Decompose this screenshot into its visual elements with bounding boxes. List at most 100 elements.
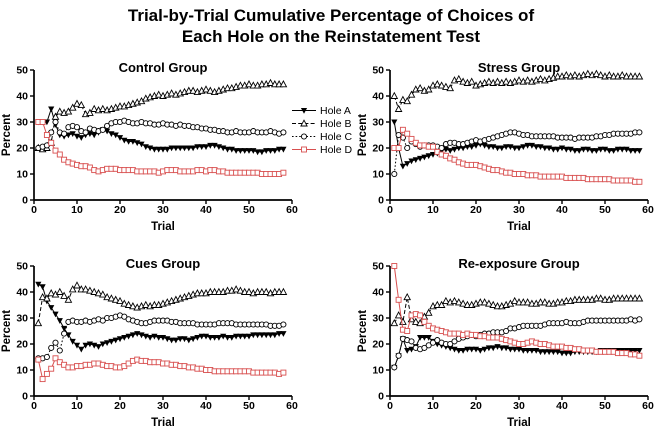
svg-text:Control Group: Control Group	[119, 60, 208, 75]
hole-c-marker-icon	[292, 133, 316, 140]
svg-text:Cues Group: Cues Group	[126, 256, 200, 271]
series-hole-b	[390, 69, 644, 112]
figure-title-line2: Each Hole on the Reinstatement Test	[181, 27, 481, 47]
legend-label: Hole D	[320, 143, 353, 156]
svg-text:40: 40	[556, 204, 568, 216]
svg-text:60: 60	[642, 400, 654, 412]
svg-text:20: 20	[114, 400, 126, 412]
svg-text:30: 30	[513, 204, 525, 216]
svg-text:60: 60	[286, 400, 298, 412]
svg-text:0: 0	[378, 195, 384, 207]
hole-a-marker-icon	[292, 108, 316, 114]
series-hole-a	[35, 281, 287, 353]
figure-title: Trial-by-Trial Cumulative Percentage of …	[0, 5, 662, 48]
series-hole-d	[391, 263, 643, 359]
svg-text:50: 50	[372, 65, 384, 77]
svg-text:40: 40	[16, 91, 28, 103]
series-hole-d	[35, 355, 287, 383]
svg-text:10: 10	[372, 169, 384, 181]
series-hole-c	[35, 117, 287, 152]
svg-text:30: 30	[372, 117, 384, 129]
svg-text:0: 0	[387, 204, 393, 216]
svg-text:20: 20	[372, 143, 384, 155]
svg-text:0: 0	[31, 204, 37, 216]
svg-text:20: 20	[114, 204, 126, 216]
svg-text:50: 50	[16, 65, 28, 77]
svg-text:60: 60	[642, 204, 654, 216]
svg-text:Trial: Trial	[507, 221, 531, 233]
svg-text:50: 50	[599, 204, 611, 216]
svg-text:50: 50	[243, 204, 255, 216]
svg-text:Stress Group: Stress Group	[478, 60, 560, 75]
series-hole-d	[35, 119, 287, 177]
hole-d-marker-icon	[292, 146, 316, 153]
svg-text:Percent: Percent	[1, 114, 13, 156]
panel-re-exposure-group: Re-exposure Group 0 10 20 30 40 50 0 10 20 30 40 50 6…	[356, 248, 662, 440]
chart-svg-cues-group: Cues Group 0 10 20 30 40 50 0 10 20 30 40 50 60 Trial P…	[1, 256, 298, 429]
svg-text:0: 0	[22, 195, 28, 207]
series-hole-c	[35, 312, 287, 362]
panel-control-group: Control Group 0 10 20 30 40 50 0 10 20 30 40 50 60 Tri…	[0, 52, 306, 244]
svg-text:Trial: Trial	[151, 417, 175, 429]
svg-text:20: 20	[16, 143, 28, 155]
figure-title-line1: Trial-by-Trial Cumulative Percentage of …	[127, 6, 535, 25]
series-hole-d	[391, 126, 643, 185]
svg-text:Trial: Trial	[507, 417, 531, 429]
svg-text:40: 40	[16, 287, 28, 299]
svg-text:10: 10	[427, 204, 439, 216]
hole-b-marker-icon	[292, 119, 316, 127]
series-hole-c	[391, 129, 643, 178]
svg-text:50: 50	[16, 261, 28, 273]
axes: 0 10 20 30 40 50 0 10 20 30 40 50 60	[16, 261, 298, 413]
svg-text:20: 20	[372, 339, 384, 351]
svg-text:40: 40	[372, 91, 384, 103]
legend-label: Hole B	[320, 117, 352, 130]
axes: 0 10 20 30 40 50 0 10 20 30 40 50 60	[16, 65, 298, 217]
svg-text:10: 10	[427, 400, 439, 412]
svg-text:20: 20	[470, 204, 482, 216]
svg-text:30: 30	[157, 400, 169, 412]
legend-item-hole-d: Hole D	[292, 143, 356, 156]
chart-svg-stress-group: Stress Group 0 10 20 30 40 50 0 10 20 30 40 50 60 Tria…	[357, 60, 654, 233]
svg-text:40: 40	[200, 400, 212, 412]
legend: Hole A Hole B Hole C Hole D	[292, 104, 356, 156]
chart-svg-re-exposure-group: Re-exposure Group 0 10 20 30 40 50 0 10 20 30 40 50 6…	[357, 256, 654, 429]
legend-label: Hole A	[320, 104, 351, 117]
panel-cues-group: Cues Group 0 10 20 30 40 50 0 10 20 30 40 50 60 Trial P…	[0, 248, 306, 440]
series-hole-b	[34, 281, 288, 327]
svg-text:Percent: Percent	[357, 310, 369, 352]
svg-text:0: 0	[378, 391, 384, 403]
svg-text:0: 0	[22, 391, 28, 403]
svg-text:10: 10	[16, 169, 28, 181]
series-hole-b	[390, 292, 644, 327]
axes: 0 10 20 30 40 50 0 10 20 30 40 50 60	[372, 261, 654, 413]
svg-text:50: 50	[243, 400, 255, 412]
series-hole-b	[34, 78, 288, 153]
svg-text:10: 10	[71, 400, 83, 412]
legend-item-hole-b: Hole B	[292, 117, 356, 130]
svg-text:30: 30	[372, 313, 384, 325]
svg-text:20: 20	[16, 339, 28, 351]
svg-text:50: 50	[599, 400, 611, 412]
svg-text:10: 10	[372, 365, 384, 377]
svg-text:60: 60	[286, 204, 298, 216]
svg-text:50: 50	[372, 261, 384, 273]
svg-text:30: 30	[16, 117, 28, 129]
legend-item-hole-c: Hole C	[292, 130, 356, 143]
svg-text:40: 40	[556, 400, 568, 412]
panel-stress-group: Stress Group 0 10 20 30 40 50 0 10 20 30 40 50 60 Tria…	[356, 52, 662, 244]
svg-text:40: 40	[372, 287, 384, 299]
svg-text:Trial: Trial	[151, 221, 175, 233]
svg-text:0: 0	[31, 400, 37, 412]
svg-text:20: 20	[470, 400, 482, 412]
svg-text:Percent: Percent	[357, 114, 369, 156]
svg-text:30: 30	[16, 313, 28, 325]
svg-text:40: 40	[200, 204, 212, 216]
chart-svg-control-group: Control Group 0 10 20 30 40 50 0 10 20 30 40 50 60 Tri…	[1, 60, 298, 233]
svg-text:Percent: Percent	[1, 310, 13, 352]
legend-item-hole-a: Hole A	[292, 104, 356, 117]
legend-label: Hole C	[320, 130, 353, 143]
svg-text:10: 10	[71, 204, 83, 216]
svg-text:0: 0	[387, 400, 393, 412]
